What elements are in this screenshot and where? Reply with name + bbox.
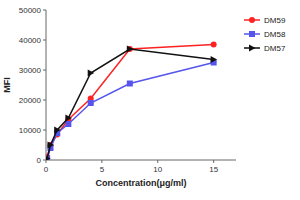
x-axis	[46, 160, 236, 161]
y-tick	[43, 100, 46, 101]
y-axis	[46, 10, 47, 160]
legend-label: DM57	[264, 44, 286, 53]
y-tick-label: 30000	[19, 66, 42, 75]
y-tick	[43, 130, 46, 131]
data-point	[88, 70, 95, 77]
data-point	[65, 115, 72, 122]
data-point	[211, 56, 218, 63]
legend-marker	[249, 17, 255, 23]
y-axis-label: MFI	[2, 77, 12, 93]
data-point	[47, 142, 54, 149]
data-point	[46, 155, 51, 160]
y-tick-label: 40000	[19, 36, 42, 45]
x-axis-label: Concentration(μg/ml)	[95, 178, 186, 188]
x-tick-label: 10	[153, 165, 162, 174]
legend-marker	[249, 31, 255, 37]
data-point	[54, 127, 61, 134]
data-point	[127, 46, 133, 52]
plot-area	[46, 42, 217, 161]
y-tick-label: 0	[37, 156, 42, 165]
y-tick	[43, 70, 46, 71]
y-tick	[43, 40, 46, 41]
x-tick	[101, 160, 102, 163]
data-point	[127, 81, 133, 87]
y-tick-label: 50000	[19, 6, 42, 15]
x-tick	[157, 160, 158, 163]
y-tick	[43, 10, 46, 11]
legend-label: DM59	[264, 16, 286, 25]
data-point	[88, 100, 94, 106]
x-tick	[213, 160, 214, 163]
legend-marker	[249, 45, 256, 52]
chart: 0 5 10 15 0 10000 20000 30000 40000 50000 Concentr…	[0, 0, 300, 200]
legend: DM59 DM58 DM57	[244, 16, 286, 53]
data-point	[211, 42, 217, 48]
legend-label: DM58	[264, 30, 286, 39]
data-point	[127, 46, 134, 53]
x-tick-label: 15	[209, 165, 218, 174]
y-tick	[43, 160, 46, 161]
x-tick-label: 0	[44, 165, 49, 174]
series-line	[47, 49, 214, 159]
y-tick-label: 20000	[19, 96, 42, 105]
y-tick-label: 10000	[19, 126, 42, 135]
data-point	[65, 121, 71, 127]
x-tick-label: 5	[100, 165, 105, 174]
series-line	[47, 45, 214, 158]
